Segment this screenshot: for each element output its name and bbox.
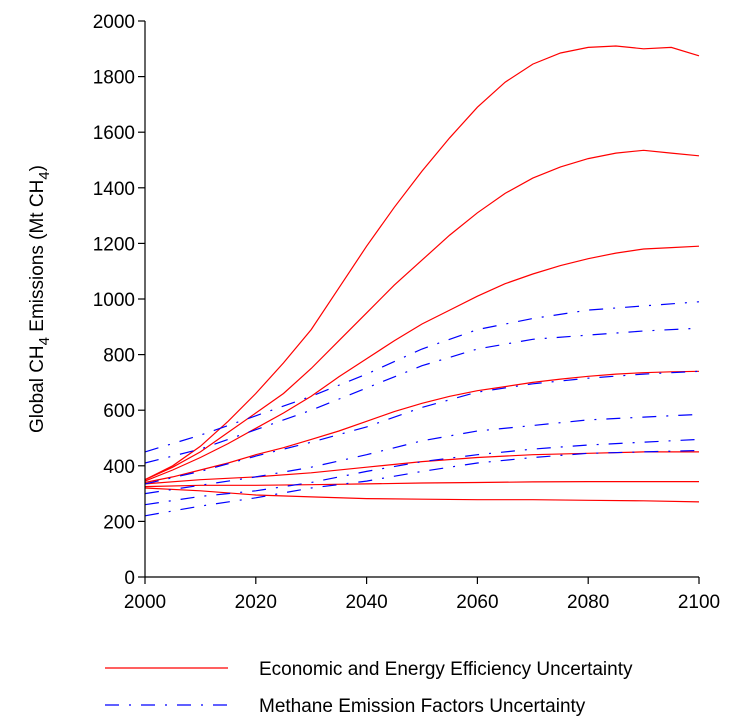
methane-series-line-5 [144, 438, 700, 506]
y-tick-label: 400 [103, 457, 135, 478]
economic-series-line-5 [144, 451, 699, 485]
x-ticks: 2000 2020 2040 2060 2080 2100 [124, 577, 720, 613]
x-tick-label: 2000 [124, 592, 166, 613]
economic-series-line-7 [144, 487, 700, 503]
methane-series-line-1 [144, 301, 700, 453]
y-tick-label: 600 [103, 401, 135, 422]
legend: Economic and Energy Efficiency Uncertain… [105, 659, 633, 717]
x-tick-label: 2040 [345, 592, 387, 613]
y-axis-title: Global CH4 Emissions (Mt CH4) [27, 165, 53, 433]
plot-lines [144, 45, 700, 517]
y-ticks: 0 200 400 600 800 1000 1200 1400 1600 1800 2000 [93, 12, 145, 589]
y-tick-label: 2000 [93, 12, 135, 33]
x-tick-label: 2060 [456, 592, 498, 613]
x-tick-label: 2020 [235, 592, 277, 613]
legend-item-methane: Methane Emission Factors Uncertainty [105, 696, 586, 717]
economic-series-line-2 [144, 149, 700, 481]
y-tick-label: 1000 [93, 290, 135, 311]
methane-series-line-3 [144, 370, 700, 485]
x-tick-label: 2100 [678, 592, 720, 613]
methane-series-line-2 [144, 327, 700, 464]
legend-label-economic: Economic and Energy Efficiency Uncertain… [259, 659, 633, 680]
economic-series-line-6 [144, 481, 699, 488]
legend-label-methane: Methane Emission Factors Uncertainty [259, 696, 586, 717]
y-tick-label: 800 [103, 346, 135, 367]
economic-series-line-3 [144, 245, 700, 482]
x-tick-label: 2080 [567, 592, 609, 613]
y-tick-label: 1200 [93, 234, 135, 255]
y-tick-label: 1600 [93, 123, 135, 144]
y-tick-label: 200 [103, 512, 135, 533]
y-tick-label: 1400 [93, 179, 135, 200]
economic-series-line-4 [144, 370, 700, 484]
economic-series-line-1 [144, 45, 700, 481]
y-tick-label: 0 [124, 568, 135, 589]
methane-series-line-4 [144, 413, 700, 495]
legend-item-economic: Economic and Energy Efficiency Uncertain… [105, 659, 633, 680]
y-tick-label: 1800 [93, 68, 135, 89]
